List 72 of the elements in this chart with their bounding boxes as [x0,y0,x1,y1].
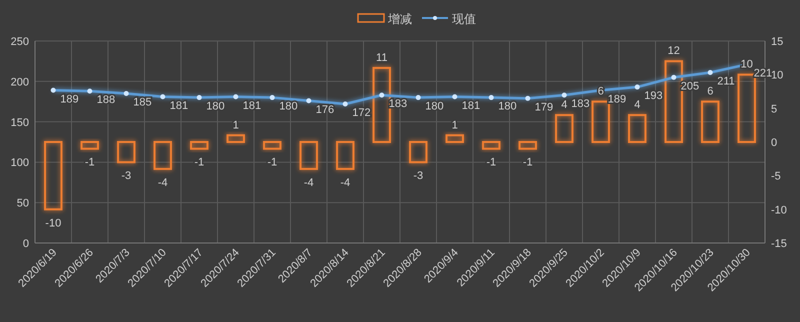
bar [190,141,208,150]
bar [44,141,62,210]
data-label: -1 [486,156,496,169]
data-label: 180 [498,100,517,113]
data-label: 221 [754,67,772,80]
bar [482,141,500,150]
data-label: -10 [45,217,62,230]
y2-tick-label: 0 [771,137,778,149]
bar [518,141,537,150]
y-tick-label: 100 [10,157,29,170]
bar [664,60,683,143]
bar [300,141,318,170]
y-tick-label: 200 [10,76,29,88]
data-label: 189 [60,93,79,106]
bar [628,114,646,143]
bar [80,141,99,150]
data-label: 1 [232,119,239,132]
bar [738,74,756,143]
data-label: -3 [121,170,132,182]
data-label: 179 [534,101,554,114]
data-label: -1 [522,156,533,169]
data-label: -1 [84,156,95,169]
data-label: 181 [170,100,188,112]
bar [117,141,136,164]
data-label: 183 [571,98,590,110]
legend-label: 增减 [387,12,412,26]
data-label: 189 [608,93,626,106]
data-label: 12 [668,45,680,58]
data-label: 188 [96,94,116,106]
data-label: 180 [425,100,444,113]
bar [336,141,354,170]
y-tick-label: 0 [22,238,29,250]
bar [154,141,172,170]
data-label: -1 [267,156,278,169]
bar [592,100,610,143]
y2-tick-label: 15 [771,36,784,48]
legend-label: 现值 [452,12,476,26]
bar [226,134,245,143]
data-label: 4 [561,99,568,112]
data-label: 176 [316,104,334,116]
data-label: 11 [376,52,388,64]
data-label: 4 [634,99,640,112]
data-label: 185 [133,96,152,109]
data-label: -4 [158,176,168,189]
y-tick-label: 250 [10,36,29,48]
data-label: -4 [304,176,314,189]
bar [409,141,428,164]
data-label: 172 [352,107,371,120]
data-label: 6 [598,86,604,98]
data-label: -3 [413,170,424,182]
y-tick-label: 150 [10,116,29,129]
data-label: 181 [462,100,480,112]
data-label: 193 [644,90,663,102]
bar [701,100,720,143]
data-label: 1 [452,119,458,132]
bar [555,114,574,143]
y2-tick-label: -5 [771,170,781,183]
data-label: 180 [279,100,298,113]
bar [446,134,464,143]
data-label: 181 [242,100,262,112]
y2-tick-label: 5 [771,103,778,116]
y2-tick-label: -10 [771,204,787,216]
data-label: -4 [340,176,350,189]
bar [263,141,282,150]
bar [372,66,391,143]
y-tick-label: 50 [16,198,29,210]
y2-tick-label: 10 [771,70,784,82]
data-label: 180 [206,100,225,113]
y2-tick-label: -15 [771,238,787,250]
data-label: 211 [717,76,735,88]
data-label: 6 [707,86,714,98]
data-label: -1 [194,156,204,169]
